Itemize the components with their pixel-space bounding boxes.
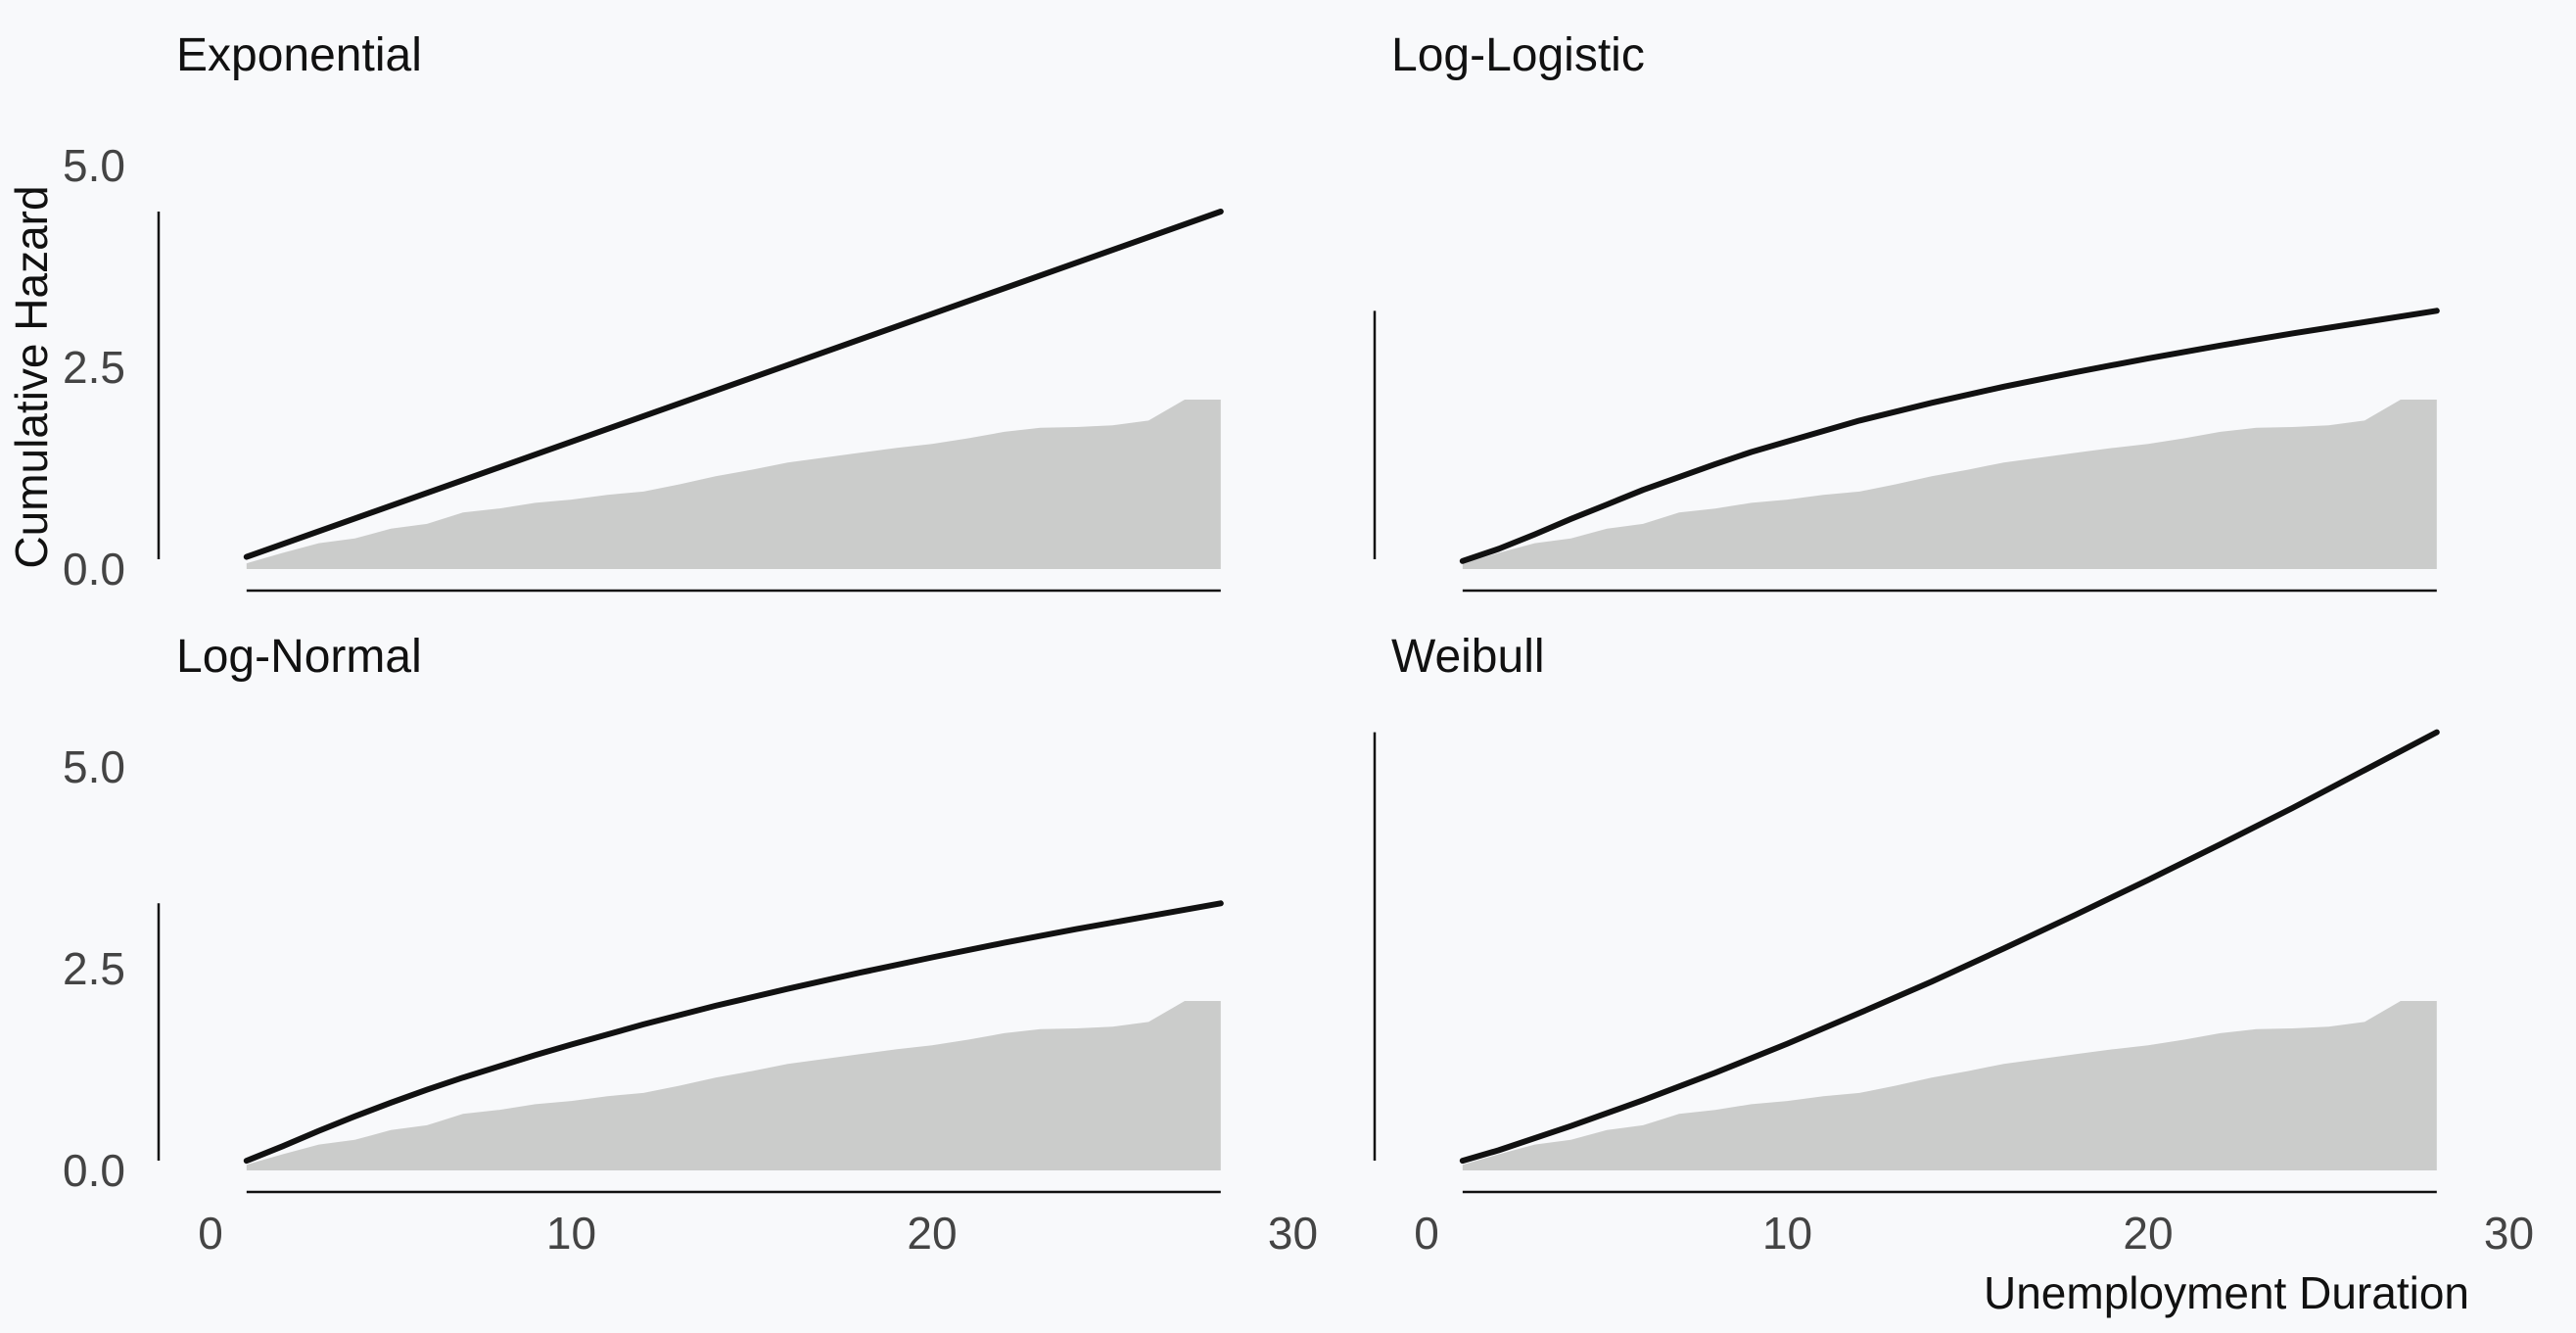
x-tick-label: 20 (907, 1208, 957, 1259)
y-tick-label: 0.0 (63, 544, 125, 595)
panel-log-normal: Log-Normal 0.0 2.5 5.0 0 10 20 30 (63, 631, 1318, 1259)
empirical-hazard-area (1462, 400, 2437, 569)
model-hazard-curve (1459, 729, 2440, 1165)
x-tick-label: 10 (1762, 1208, 1812, 1259)
panel-exponential: Exponential 0.0 2.5 5.0 (63, 29, 1224, 595)
model-hazard-curve (1459, 308, 2440, 564)
x-tick-label: 10 (546, 1208, 596, 1259)
x-tick-label: 30 (2484, 1208, 2534, 1259)
panel-title: Log-Normal (176, 631, 422, 683)
empirical-hazard-area (1462, 1001, 2437, 1170)
panel-title: Weibull (1391, 631, 1545, 683)
empirical-hazard-area (246, 400, 1221, 569)
x-tick-label: 0 (1414, 1208, 1439, 1259)
facet-panels: Exponential 0.0 2.5 5.0 Log-Logistic Log-Norm… (63, 29, 2534, 1259)
y-tick-label: 2.5 (63, 342, 125, 393)
x-axis-title: Unemployment Duration (1984, 1267, 2469, 1318)
y-tick-label: 2.5 (63, 943, 125, 994)
x-tick-label: 20 (2123, 1208, 2173, 1259)
model-hazard-curve (243, 900, 1224, 1165)
x-tick-label: 0 (198, 1208, 223, 1259)
empirical-hazard-area (246, 1001, 1221, 1170)
y-tick-label: 0.0 (63, 1145, 125, 1196)
model-hazard-curve (243, 209, 1224, 560)
x-tick-label: 30 (1268, 1208, 1318, 1259)
panel-title: Log-Logistic (1391, 29, 1645, 81)
y-tick-label: 5.0 (63, 741, 125, 792)
panel-weibull: Weibull 0 10 20 30 (1373, 631, 2534, 1259)
panel-log-logistic: Log-Logistic (1373, 29, 2440, 593)
panel-title: Exponential (176, 29, 422, 81)
y-axis-title: Cumulative Hazard (6, 185, 57, 568)
y-tick-label: 5.0 (63, 140, 125, 191)
